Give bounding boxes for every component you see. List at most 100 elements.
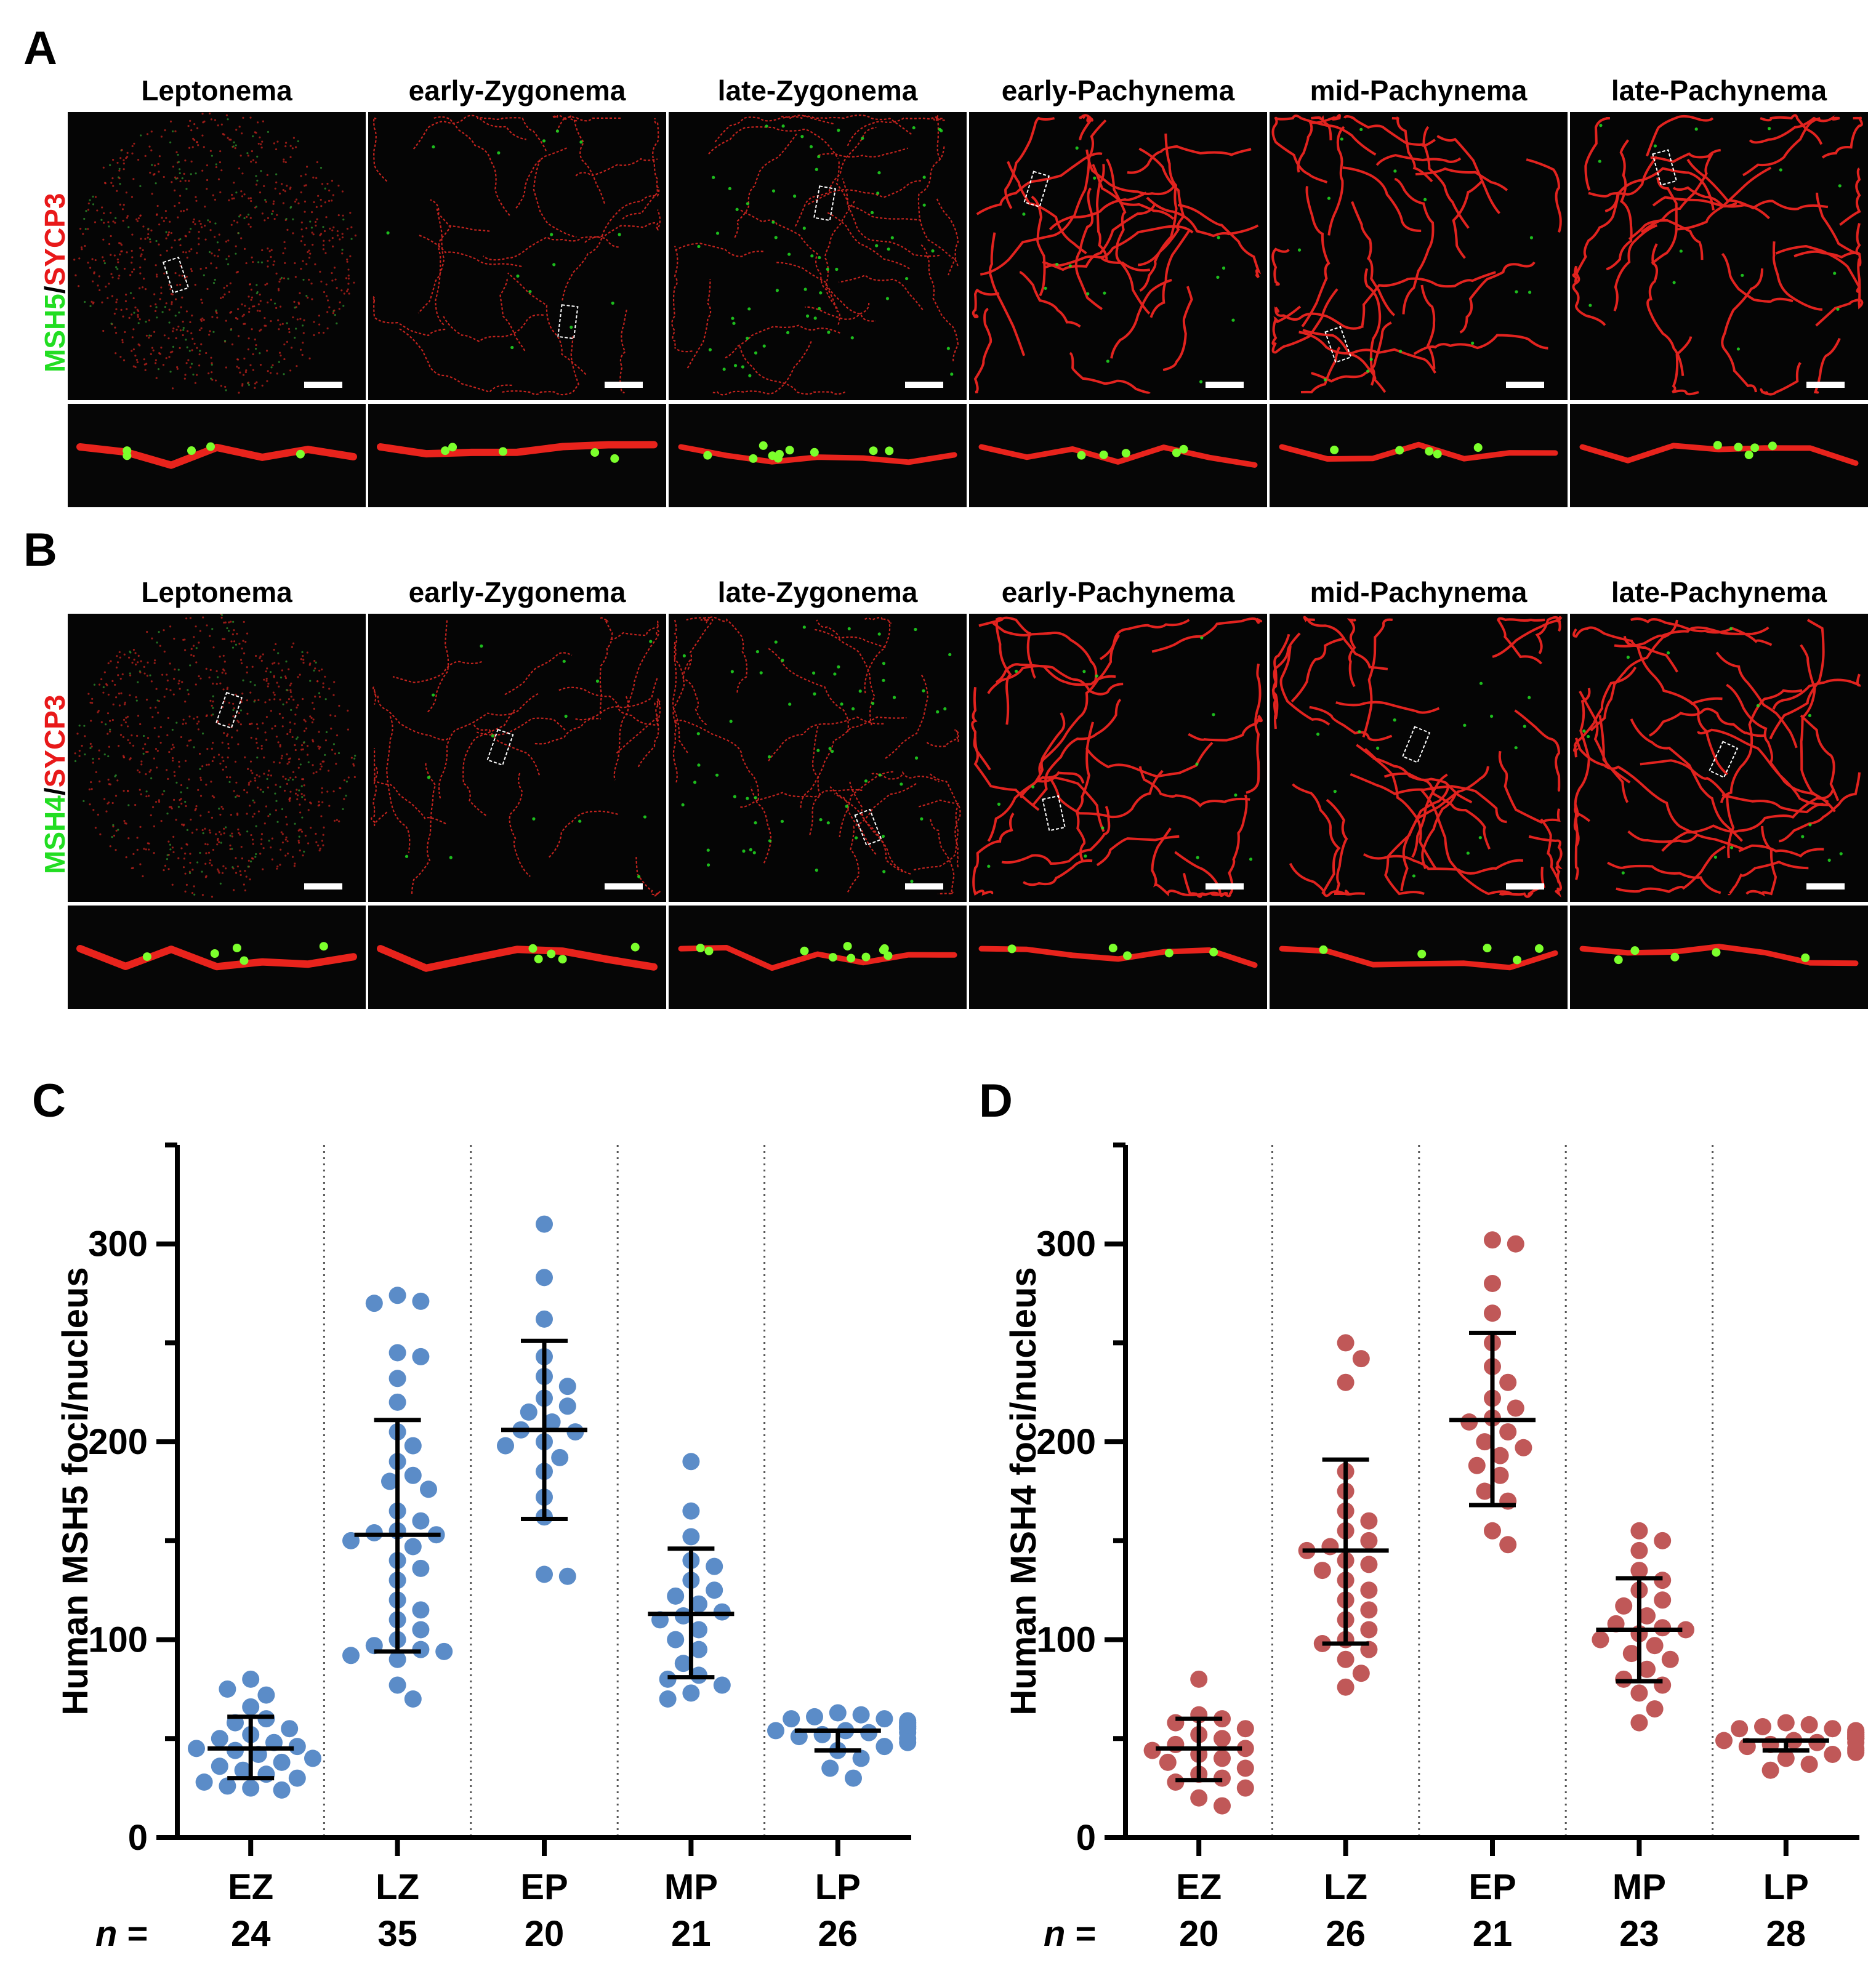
x-tick-label: MP — [1612, 1867, 1666, 1907]
data-point — [1313, 1562, 1331, 1580]
data-point — [682, 1502, 700, 1520]
panel-b-micrograph — [1570, 614, 1868, 902]
data-point — [713, 1676, 731, 1694]
data-point — [1622, 1645, 1640, 1663]
data-point — [234, 1761, 252, 1779]
panel-a-stage-title: mid-Pachynema — [1310, 74, 1528, 106]
data-point — [1677, 1621, 1694, 1639]
n-count-label: 26 — [818, 1914, 858, 1954]
data-point — [1476, 1482, 1494, 1500]
panel-a-stage-title: late-Pachynema — [1611, 74, 1827, 106]
data-point — [682, 1528, 700, 1546]
data-point — [273, 1781, 291, 1799]
panel-a-marker-green: MSH5 — [39, 294, 71, 372]
panel-b-stage-title: Leptonema — [141, 576, 292, 608]
data-point — [388, 1650, 406, 1668]
panel-a-stage-1: early-Zygonema — [368, 74, 666, 508]
data-point — [281, 1720, 299, 1738]
data-point — [1515, 1439, 1532, 1456]
y-tick-label: 300 — [1036, 1224, 1096, 1264]
data-point — [1360, 1621, 1378, 1639]
panel-b-zoom-inset — [969, 906, 1267, 1009]
data-point — [876, 1710, 893, 1728]
panel-letter-a: A — [23, 22, 57, 74]
panel-b-stage-4: mid-Pachynema — [1270, 576, 1568, 1010]
data-point — [690, 1641, 707, 1658]
data-point — [1630, 1522, 1648, 1540]
panel-b-zoom-inset — [669, 906, 967, 1009]
data-point — [211, 1757, 228, 1775]
n-prefix-label: n = — [1044, 1914, 1096, 1954]
data-point — [1638, 1607, 1656, 1625]
data-point — [497, 1437, 514, 1455]
data-point — [536, 1215, 553, 1233]
panel-a-scale-bar — [1806, 382, 1845, 388]
data-point — [412, 1292, 430, 1310]
data-point — [674, 1655, 692, 1673]
data-point — [388, 1287, 406, 1304]
data-point — [706, 1581, 723, 1599]
data-point — [412, 1621, 430, 1639]
group-MP — [648, 1453, 735, 1708]
data-point — [412, 1601, 430, 1619]
n-count-label: 21 — [1473, 1914, 1513, 1954]
n-symbol: n — [95, 1914, 117, 1954]
data-point — [1236, 1779, 1254, 1797]
group-LZ — [1298, 1334, 1389, 1696]
data-point — [1360, 1532, 1378, 1549]
panel-a-marker-red: SYCP3 — [39, 193, 71, 286]
panel-a-scale-bar — [905, 382, 943, 388]
n-count-label: 20 — [525, 1914, 565, 1954]
data-point — [1507, 1399, 1524, 1417]
data-point — [1491, 1447, 1509, 1464]
data-point — [667, 1631, 685, 1649]
panel-a-micrograph — [368, 112, 666, 400]
data-point — [1654, 1532, 1672, 1549]
data-point — [435, 1642, 453, 1660]
panel-a-micrograph — [1570, 112, 1868, 400]
data-point — [1159, 1753, 1177, 1771]
panel-b-stage-0: Leptonema — [68, 576, 366, 1010]
x-tick-label: MP — [664, 1867, 718, 1907]
data-point — [412, 1512, 430, 1530]
data-point — [536, 1565, 553, 1583]
data-point — [404, 1690, 422, 1708]
data-point — [821, 1759, 839, 1777]
panel-b-marker-red: SYCP3 — [39, 694, 71, 788]
data-point — [1592, 1631, 1609, 1649]
data-point — [899, 1733, 917, 1751]
n-count-label: 24 — [231, 1914, 271, 1954]
panel-a-marker-label: MSH5/SYCP3 — [38, 193, 71, 372]
panel-b-stage-3: early-Pachynema — [969, 576, 1267, 1010]
data-point — [242, 1698, 260, 1716]
data-point — [1236, 1740, 1254, 1757]
data-point — [1236, 1720, 1254, 1738]
panel-letter-d: D — [979, 1075, 1013, 1127]
panel-a-stage-3: early-Pachynema — [969, 74, 1267, 508]
data-point — [1190, 1789, 1208, 1807]
panel-a-stage-5: late-Pachynema — [1570, 74, 1868, 508]
data-point — [876, 1738, 893, 1756]
data-point — [1360, 1581, 1378, 1599]
data-point — [1646, 1700, 1664, 1718]
panel-b-scale-bar — [1506, 883, 1544, 890]
panel-a-zoom-inset — [669, 404, 967, 507]
n-symbol: n — [1044, 1914, 1065, 1954]
x-tick-label: LZ — [1324, 1867, 1367, 1907]
data-point — [690, 1595, 707, 1613]
panel-a-zoom-inset — [68, 404, 366, 507]
group-EP — [1449, 1231, 1536, 1554]
data-point — [690, 1621, 707, 1639]
panel-a-micrograph — [669, 112, 967, 400]
data-point — [1847, 1743, 1865, 1761]
data-point — [304, 1749, 321, 1767]
data-point — [1646, 1637, 1664, 1655]
data-point — [659, 1690, 677, 1708]
data-point — [558, 1567, 576, 1585]
n-count-label: 23 — [1619, 1914, 1659, 1954]
data-point — [1661, 1650, 1679, 1668]
data-point — [682, 1453, 700, 1471]
x-tick-label: EZ — [1176, 1867, 1222, 1907]
